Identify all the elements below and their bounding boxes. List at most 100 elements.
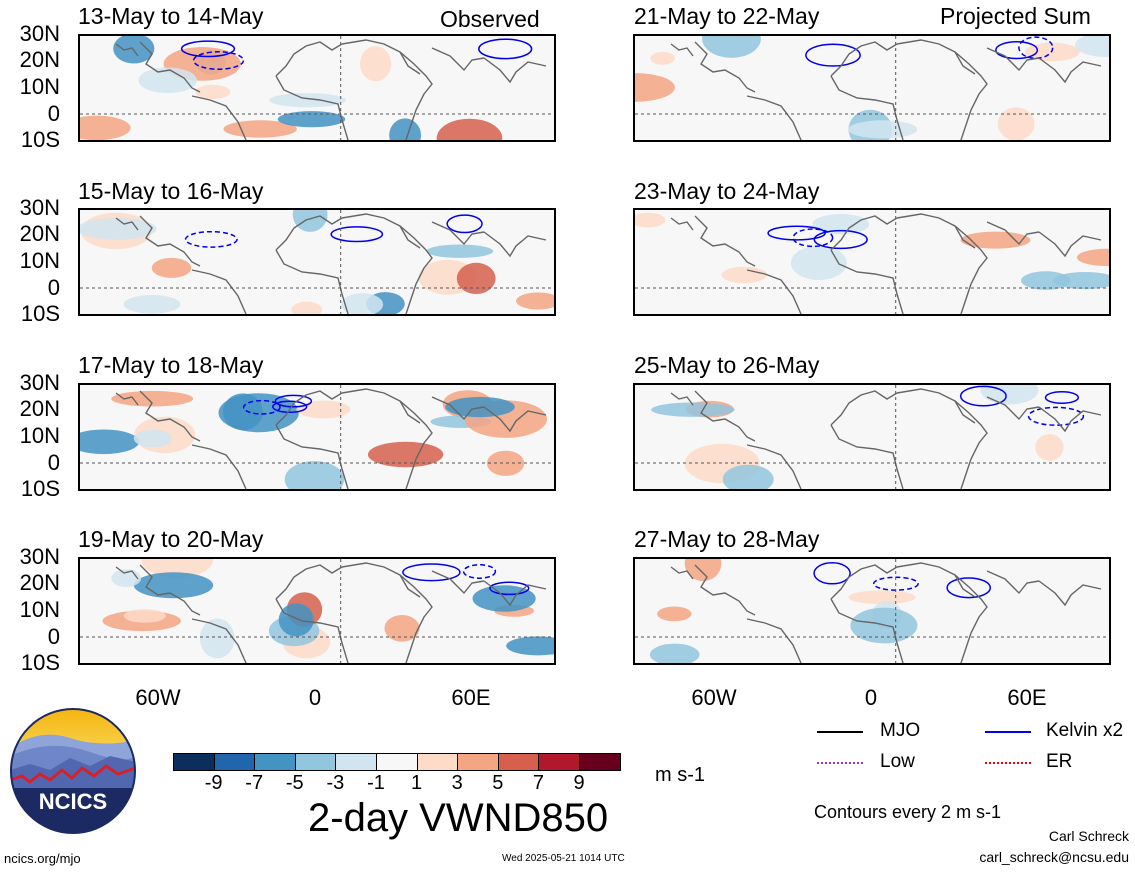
coastline [670, 217, 694, 231]
anomaly-shading [151, 257, 192, 278]
lat-label: 10N [19, 597, 60, 622]
panel-title-obs-2: 15-May to 16-May [78, 178, 264, 204]
coastline [341, 213, 433, 314]
colorbar-tick-label: -5 [285, 772, 304, 794]
panel-title-proj-2: 23-May to 24-May [634, 178, 820, 204]
kelvin-contour [184, 230, 238, 248]
coastline [1038, 406, 1102, 433]
kelvin-contour [959, 385, 1007, 407]
coastline [483, 231, 547, 258]
map-canvas [635, 559, 1109, 663]
ncics-logo: NCICS [10, 708, 136, 834]
anomaly-shading [278, 603, 314, 637]
colorbar-swatch [213, 753, 256, 771]
anomaly-shading [812, 214, 870, 235]
map-panel-projected-2 [633, 208, 1111, 316]
coastline [954, 574, 976, 598]
coastline [830, 215, 898, 251]
author-email: carl_schreck@ncsu.edu [979, 849, 1129, 865]
coastline [483, 57, 547, 84]
legend-swatch-mjo [817, 731, 863, 733]
observed-label: Observed [440, 6, 540, 32]
coastline [896, 388, 988, 489]
panel-title-obs-4: 19-May to 20-May [78, 526, 264, 552]
coastline [139, 564, 201, 616]
legend-swatch-low [817, 762, 863, 764]
lat-label: 20N [19, 47, 60, 72]
kelvin-contour [242, 399, 281, 415]
anomaly-shading [277, 111, 346, 128]
coastline [431, 221, 485, 246]
anomaly-shading [721, 266, 767, 284]
anomaly-shading [367, 441, 444, 468]
lat-label: 30N [19, 544, 60, 569]
lat-label: 10S [20, 476, 60, 501]
coastline [483, 406, 547, 433]
coastline [275, 598, 349, 663]
coastline [483, 580, 547, 607]
anomaly-shading [123, 609, 166, 623]
lat-label: 20N [19, 396, 60, 421]
coastline [986, 396, 1040, 421]
anomaly-shading [223, 120, 297, 138]
site-link[interactable]: ncics.org/mjo [4, 851, 81, 866]
colorbar-tick-label: 1 [411, 772, 423, 794]
anomaly-shading [657, 606, 692, 622]
anomaly-shading [516, 292, 554, 310]
legend-swatch-kelvin [985, 731, 1031, 733]
kelvin-contour [478, 38, 533, 60]
anomaly-shading [138, 67, 197, 94]
lat-label: 30N [19, 370, 60, 395]
lat-label: 10N [19, 74, 60, 99]
colorbar-swatch [457, 753, 499, 771]
coastline [896, 562, 988, 663]
coastline [896, 39, 988, 140]
map-canvas [80, 559, 554, 663]
anomaly-shading [722, 464, 774, 489]
coastline [115, 392, 139, 406]
coastline [191, 95, 247, 140]
kelvin-contour [767, 225, 826, 241]
lat-label: 10S [20, 650, 60, 675]
coastline [746, 444, 802, 489]
kelvin-contour [946, 577, 992, 599]
coastline [1038, 57, 1102, 84]
coastline [191, 269, 247, 314]
coastline [986, 570, 1040, 595]
anomaly-shading [960, 231, 1031, 249]
map-panel-projected-1 [633, 34, 1111, 142]
coastline [830, 249, 904, 314]
coastline [275, 215, 343, 251]
colorbar-swatch [497, 753, 540, 771]
coastline [275, 424, 349, 489]
coastline [431, 570, 485, 595]
coastline [830, 75, 904, 140]
kelvin-contour [272, 400, 308, 414]
lon-label-60e-left: 60E [451, 685, 491, 710]
coastline [399, 574, 421, 598]
colorbar-swatch [335, 753, 377, 771]
coastline [954, 400, 976, 424]
anomaly-shading [296, 400, 351, 419]
anomaly-shading [635, 73, 675, 102]
anomaly-shading [980, 385, 1039, 405]
coastline [746, 269, 802, 314]
kelvin-contour [805, 43, 861, 67]
coastline [830, 564, 898, 600]
anomaly-shading [292, 210, 328, 232]
legend-label-mjo: MJO [880, 720, 921, 741]
coastline [115, 217, 139, 231]
coastline [746, 95, 802, 140]
anomaly-shading [456, 262, 496, 294]
anomaly-shading [848, 590, 916, 605]
colorbar-swatch [173, 753, 215, 771]
anomaly-shading [291, 301, 323, 314]
kelvin-contour [180, 40, 236, 58]
ncics-logo-text: NCICS [39, 789, 107, 814]
lat-label: 20N [19, 221, 60, 246]
coastline [896, 213, 988, 314]
map-canvas [80, 385, 554, 489]
kelvin-contour [1018, 36, 1054, 60]
legend-label-er: ER [1046, 751, 1073, 772]
colorbar-tick-label: -9 [204, 772, 223, 794]
